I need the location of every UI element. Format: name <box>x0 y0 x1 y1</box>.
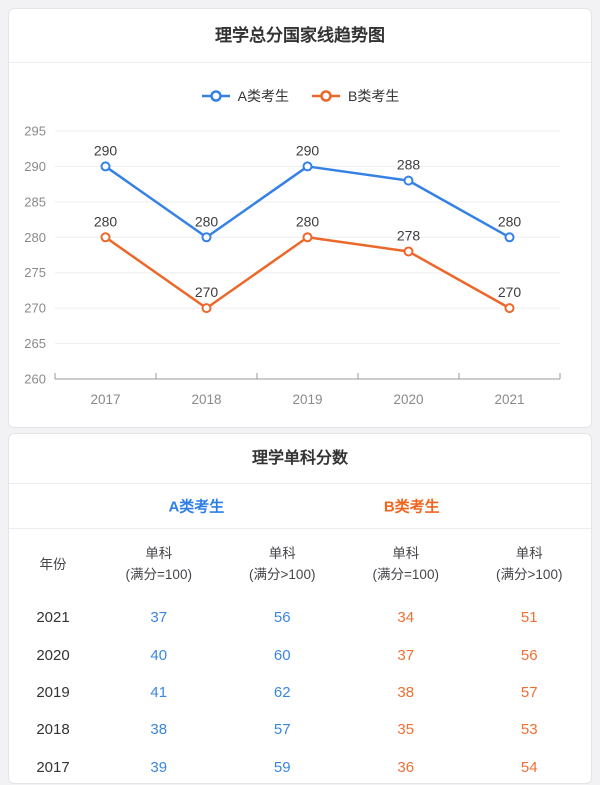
year-cell: 2018 <box>36 721 70 739</box>
svg-text:2019: 2019 <box>292 392 322 407</box>
svg-text:270: 270 <box>195 284 219 300</box>
svg-text:270: 270 <box>498 284 522 300</box>
svg-text:280: 280 <box>498 213 522 229</box>
score-table-title: 理学单科分数 <box>9 434 591 484</box>
svg-text:2021: 2021 <box>494 392 524 407</box>
table-group-header-row: A类考生 B类考生 <box>9 484 591 529</box>
line-circle-marker-icon <box>201 89 231 103</box>
svg-text:280: 280 <box>296 213 320 229</box>
table-row: 2021 37 56 34 51 <box>9 599 591 636</box>
table-row: 2018 38 57 35 53 <box>9 711 591 748</box>
score-cell: 56 <box>520 646 538 664</box>
score-cell: 59 <box>273 758 291 776</box>
score-cell: 40 <box>150 646 168 664</box>
table-row: 2017 39 59 36 54 <box>9 749 591 783</box>
score-cell: 54 <box>520 758 538 776</box>
svg-text:290: 290 <box>24 159 46 174</box>
year-column-header: 年份 <box>39 556 67 572</box>
score-cell: 53 <box>520 721 538 739</box>
score-cell: 62 <box>273 683 291 701</box>
svg-text:2018: 2018 <box>191 392 221 407</box>
svg-text:2020: 2020 <box>393 392 423 407</box>
svg-text:280: 280 <box>24 230 46 245</box>
score-cell: 35 <box>397 721 415 739</box>
legend-label-a: A类考生 <box>237 88 289 104</box>
legend-item-a[interactable]: A类考生 <box>201 86 289 106</box>
table-header-row: 年份 单科 (满分=100) 单科 (满分>100) 单科 (满分=100) 单科 (满分>10… <box>9 529 591 599</box>
year-cell: 2020 <box>36 646 70 664</box>
score-cell: 39 <box>150 758 168 776</box>
score-cell: 56 <box>273 609 291 627</box>
table-body: 2021 37 56 34 51 2020 40 60 37 56 2019 41 62 38 57 2018… <box>9 599 591 783</box>
trend-card: 理学总分国家线趋势图 A类考生 B类考生 260 265 270 275 280 285 2… <box>8 8 592 428</box>
svg-text:260: 260 <box>24 372 46 387</box>
score-cell: 41 <box>150 683 168 701</box>
svg-text:275: 275 <box>24 265 46 280</box>
svg-text:288: 288 <box>397 157 421 173</box>
group-header-a: A类考生 <box>168 498 225 516</box>
year-cell: 2017 <box>36 758 70 776</box>
svg-text:2017: 2017 <box>90 392 120 407</box>
svg-text:280: 280 <box>94 213 118 229</box>
svg-text:290: 290 <box>94 142 118 158</box>
line-circle-marker-icon <box>311 89 341 103</box>
trend-line-chart[interactable]: 260 265 270 275 280 285 290 295 2017 2018 2019 2020… <box>9 107 591 419</box>
score-cell: 37 <box>397 646 415 664</box>
svg-text:295: 295 <box>24 124 46 139</box>
score-column-header: 单科 (满分=100) <box>372 546 439 582</box>
score-cell: 38 <box>150 721 168 739</box>
score-column-header: 单科 (满分>100) <box>496 546 563 582</box>
score-cell: 57 <box>273 721 291 739</box>
chart-legend: A类考生 B类考生 <box>9 85 591 107</box>
score-cell: 36 <box>397 758 415 776</box>
score-cell: 37 <box>150 609 168 627</box>
legend-item-b[interactable]: B类考生 <box>311 86 399 106</box>
score-column-header: 单科 (满分=100) <box>125 546 192 582</box>
svg-text:270: 270 <box>24 301 46 316</box>
svg-text:265: 265 <box>24 336 46 351</box>
legend-label-b: B类考生 <box>348 88 400 104</box>
score-cell: 60 <box>273 646 291 664</box>
year-cell: 2021 <box>36 609 70 627</box>
score-cell: 51 <box>520 609 538 627</box>
score-cell: 57 <box>520 683 538 701</box>
svg-text:290: 290 <box>296 142 320 158</box>
trend-chart-title: 理学总分国家线趋势图 <box>9 9 591 63</box>
score-cell: 34 <box>397 609 415 627</box>
score-cell: 38 <box>397 683 415 701</box>
table-row: 2019 41 62 38 57 <box>9 674 591 711</box>
score-column-header: 单科 (满分>100) <box>249 546 316 582</box>
svg-text:285: 285 <box>24 194 46 209</box>
table-row: 2020 40 60 37 56 <box>9 636 591 673</box>
svg-text:278: 278 <box>397 227 421 243</box>
svg-text:280: 280 <box>195 213 219 229</box>
year-cell: 2019 <box>36 683 70 701</box>
score-table-card: 理学单科分数 A类考生 B类考生 年份 单科 (满分=100) 单科 (满分>100) 单… <box>8 433 592 784</box>
group-header-b: B类考生 <box>383 498 440 516</box>
